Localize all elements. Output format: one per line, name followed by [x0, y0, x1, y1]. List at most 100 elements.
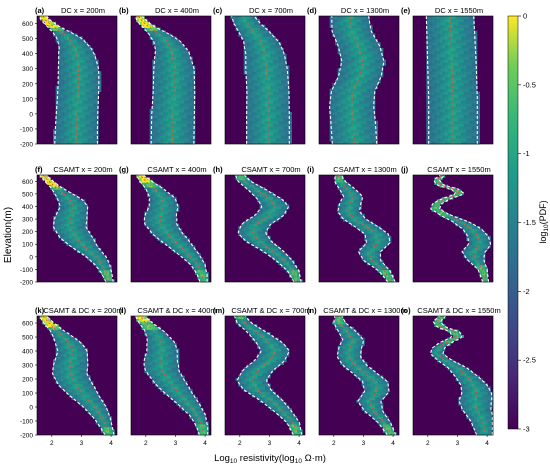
heatmap-cell — [289, 272, 292, 275]
heatmap-cell — [453, 48, 456, 52]
upper-bound-line — [243, 174, 302, 283]
heatmap-cell — [79, 141, 83, 145]
heatmap-cell — [348, 132, 352, 136]
heatmap-cell — [98, 88, 102, 92]
heatmap-cell — [149, 194, 153, 198]
heatmap-cell — [270, 74, 274, 78]
heatmap-cell — [265, 135, 268, 139]
heatmap-cell — [95, 260, 99, 263]
heatmap-cell — [361, 129, 365, 133]
heatmap-cell — [275, 53, 279, 58]
heatmap-cell — [461, 123, 464, 127]
heatmap-cell — [163, 126, 166, 130]
heatmap-cell — [165, 194, 169, 198]
heatmap-cell — [254, 36, 258, 40]
heatmap-cell — [66, 117, 70, 122]
heatmap-cell — [380, 272, 384, 275]
heatmap-cell — [442, 85, 446, 90]
heatmap-cell — [179, 48, 182, 52]
heatmap-cell — [340, 50, 344, 55]
heatmap-cell — [267, 65, 271, 69]
heatmap-cell — [369, 129, 373, 133]
heatmap-cell — [173, 112, 177, 116]
heatmap-cell — [58, 123, 62, 127]
heatmap-cell — [474, 30, 478, 34]
heatmap-cell — [93, 100, 96, 104]
heatmap-cell — [173, 238, 177, 241]
heatmap-cell — [160, 235, 164, 239]
heatmap-cell — [278, 82, 282, 87]
heatmap-cell — [453, 138, 456, 142]
heatmap-cell — [442, 16, 446, 20]
heatmap-cell — [377, 269, 381, 273]
heatmap-cell — [58, 114, 62, 119]
heatmap-cell — [254, 33, 258, 37]
heatmap-cell — [348, 123, 352, 127]
heatmap-cell — [98, 264, 102, 268]
heatmap-cell — [90, 53, 94, 58]
heatmap-cell — [63, 230, 67, 234]
heatmap-cell — [144, 187, 148, 190]
heatmap-cell — [58, 30, 62, 34]
heatmap-cell — [335, 177, 338, 181]
heatmap-cell — [257, 18, 260, 23]
heatmap-cell — [463, 39, 467, 43]
heatmap-cell — [434, 126, 438, 130]
heatmap-cell — [74, 243, 78, 246]
heatmap-cell — [351, 21, 354, 26]
heatmap-cell — [257, 100, 260, 104]
heatmap-cell — [168, 209, 172, 212]
heatmap-cell — [348, 100, 352, 104]
heatmap-cell — [442, 97, 446, 101]
heatmap-cell — [173, 59, 177, 63]
heatmap-cell — [351, 39, 354, 43]
heatmap-cell — [74, 106, 78, 110]
heatmap-cell — [243, 68, 247, 72]
heatmap-cell — [335, 94, 338, 98]
heatmap-cell — [442, 80, 446, 84]
heatmap-cell — [377, 247, 381, 251]
heatmap-cell — [95, 91, 99, 95]
heatmap-cell — [243, 62, 247, 66]
heatmap-cell — [369, 85, 373, 90]
heatmap-cell — [95, 77, 99, 81]
heatmap-cell — [429, 77, 432, 81]
heatmap-cell — [149, 221, 153, 224]
heatmap-cell — [447, 27, 451, 31]
heatmap-cell — [93, 123, 96, 127]
heatmap-cell — [163, 221, 166, 224]
heatmap-cell — [257, 126, 260, 130]
heatmap-cell — [351, 77, 354, 81]
heatmap-cell — [364, 50, 368, 55]
heatmap-cell — [283, 74, 287, 78]
heatmap-cell — [345, 112, 349, 116]
heatmap-cell — [90, 252, 94, 256]
heatmap-cell — [165, 233, 169, 237]
heatmap-cell — [286, 85, 290, 90]
heatmap-cell — [259, 238, 263, 241]
heatmap-cell — [463, 117, 467, 122]
heatmap-cell — [238, 16, 242, 20]
heatmap-cell — [157, 114, 161, 119]
heatmap-cell — [63, 120, 67, 124]
heatmap-cell — [155, 132, 158, 136]
heatmap-cell — [259, 228, 263, 232]
heatmap-cell — [275, 74, 279, 78]
heatmap-cell — [375, 138, 378, 142]
heatmap-cell — [195, 257, 198, 261]
heatmap-cell — [163, 123, 166, 127]
heatmap-cell — [87, 250, 91, 254]
heatmap-cell — [273, 209, 276, 212]
heatmap-cell — [469, 100, 472, 104]
heatmap-cell — [77, 91, 80, 95]
heatmap-cell — [95, 262, 99, 266]
heatmap-cell — [149, 192, 153, 195]
heatmap-cell — [66, 129, 70, 133]
heatmap-cell — [361, 218, 365, 222]
heatmap-cell — [340, 100, 344, 104]
heatmap-cell — [461, 100, 464, 104]
heatmap-cell — [144, 221, 148, 224]
heatmap-cell — [450, 106, 454, 110]
heatmap-cell — [367, 21, 370, 26]
heatmap-cell — [181, 80, 185, 84]
